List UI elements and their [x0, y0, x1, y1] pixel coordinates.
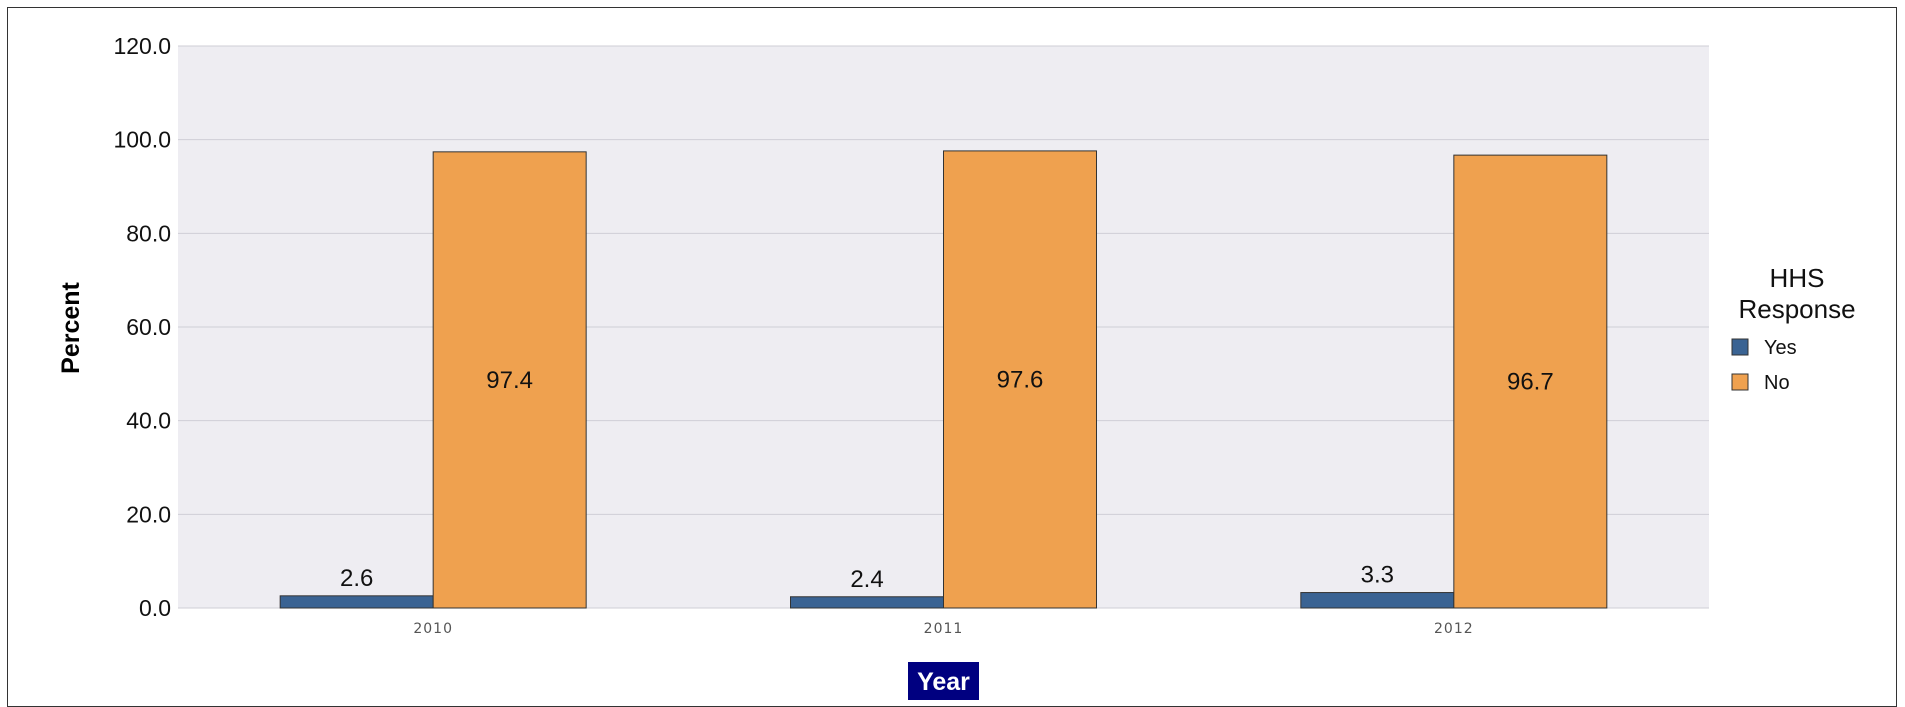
x-tick-label: 2011 — [924, 621, 964, 637]
x-tick-label: 2010 — [413, 621, 453, 637]
data-labels: 2.6 97.4 2.4 97.6 3.3 96.7 — [340, 366, 1554, 592]
bar-yes-2011 — [790, 596, 944, 609]
data-label-no-2010: 97.4 — [486, 367, 533, 394]
y-axis-ticks: 0.0 20.0 40.0 60.0 80.0 100.0 120.0 — [113, 33, 171, 621]
data-label-yes-2010: 2.6 — [340, 565, 373, 592]
x-axis-ticks: 2010 2011 2012 — [413, 621, 1474, 637]
y-tick-label: 40.0 — [126, 408, 171, 434]
bars — [279, 150, 1608, 609]
y-tick-label: 60.0 — [126, 314, 171, 340]
y-tick-label: 80.0 — [126, 220, 171, 246]
bar-no-2010 — [432, 151, 587, 609]
bar-no-2012 — [1453, 154, 1608, 609]
legend-label-no: No — [1764, 372, 1790, 394]
bar-yes-2012 — [1300, 592, 1455, 609]
bar-no-2011 — [943, 150, 1097, 609]
legend-swatch-no — [1731, 373, 1749, 391]
y-tick-label: 100.0 — [113, 127, 171, 153]
legend-swatch-yes — [1731, 338, 1749, 356]
y-tick-label: 0.0 — [139, 595, 171, 621]
x-tick-label: 2012 — [1434, 621, 1474, 637]
legend: HHS Response Yes No — [1731, 263, 1856, 394]
legend-title-line1: HHS — [1770, 263, 1825, 293]
data-label-yes-2012: 3.3 — [1361, 562, 1394, 589]
y-tick-label: 120.0 — [113, 33, 171, 59]
data-label-yes-2011: 2.4 — [850, 566, 883, 593]
legend-label-yes: Yes — [1764, 337, 1797, 359]
y-tick-label: 20.0 — [126, 501, 171, 527]
x-axis-label: Year — [908, 662, 979, 700]
legend-title-line2: Response — [1738, 294, 1855, 324]
data-label-no-2012: 96.7 — [1507, 369, 1554, 396]
data-label-no-2011: 97.6 — [997, 366, 1044, 393]
bar-yes-2010 — [279, 595, 434, 609]
y-axis-label: Percent — [57, 281, 85, 373]
